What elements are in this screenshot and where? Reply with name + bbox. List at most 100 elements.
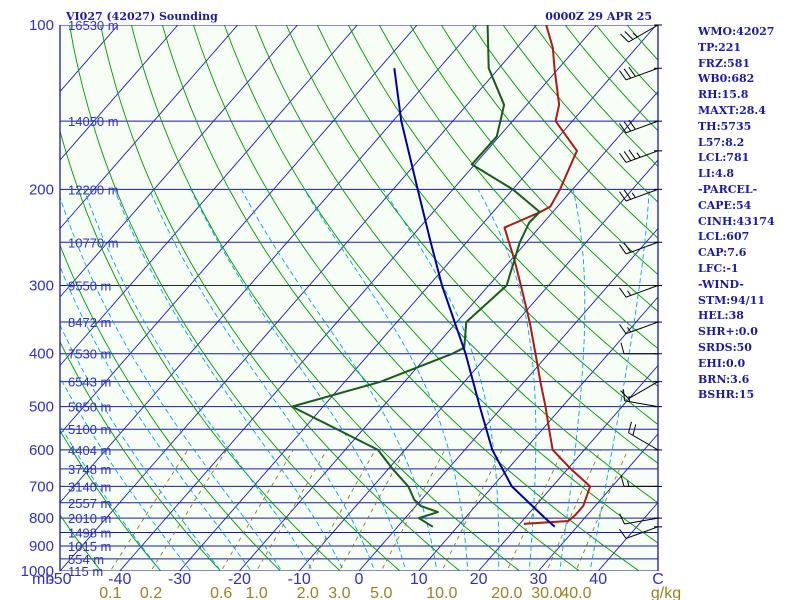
- mixing-ratio-line: [256, 449, 328, 571]
- pressure-tick-label: 100: [29, 17, 54, 34]
- height-label: 5100 m: [68, 422, 111, 437]
- isotherm-line: [298, 159, 658, 571]
- pressure-unit-label: mb: [32, 571, 54, 588]
- dry-adiabat-line: [161, 25, 581, 571]
- height-label: 3140 m: [68, 479, 111, 494]
- isotherm-line: [538, 433, 658, 571]
- stat-item: WMO:42027: [698, 25, 775, 38]
- temperature-profile: [503, 25, 592, 525]
- wind-barb: [619, 241, 662, 255]
- dry-adiabat-line: [378, 25, 658, 350]
- height-label: 5850 m: [68, 400, 111, 415]
- wind-barb: [619, 119, 662, 134]
- temperature-tick-label: -30: [168, 571, 191, 588]
- height-label: 2557 m: [68, 496, 111, 511]
- pressure-tick-label: 300: [29, 278, 54, 295]
- mixing-ratio-line: [150, 449, 227, 571]
- stat-item: LI:4.8: [698, 167, 735, 181]
- temperature-tick-label: -50: [48, 571, 71, 588]
- dry-adiabat-line: [440, 25, 658, 276]
- temperature-tick-label: 10: [410, 571, 428, 588]
- station-title: VI027 (42027) Sounding: [65, 10, 218, 23]
- stat-item: LCL:781: [698, 151, 750, 165]
- height-label: 2010 m: [68, 511, 111, 526]
- dry-adiabat-line: [100, 25, 461, 571]
- mixing-ratio-label: 0.2: [140, 585, 162, 600]
- moist-adiabat-line: [60, 376, 192, 571]
- stat-item: TH:5735: [698, 119, 752, 133]
- stat-item: SRDS:50: [698, 340, 752, 354]
- wind-barb: [620, 475, 662, 487]
- temperature-tick-label: 30: [530, 571, 548, 588]
- mixing-ratio-line: [441, 449, 503, 571]
- dry-adiabat-line: [0, 25, 50, 583]
- mixing-ratio-label: g/kg: [651, 585, 681, 600]
- isotherm-line: [358, 227, 658, 571]
- height-label: 14050 m: [68, 114, 119, 129]
- temperature-tick-label: -10: [288, 571, 311, 588]
- dry-adiabat-line: [60, 129, 341, 571]
- wind-barb: [619, 321, 662, 335]
- isotherm-line: [478, 364, 658, 571]
- moist-adiabat-line: [60, 265, 252, 571]
- pressure-tick-label: 600: [29, 442, 54, 459]
- wind-barb: [619, 149, 662, 163]
- dry-adiabat-line: [192, 25, 640, 571]
- stat-item: FRZ:581: [698, 56, 751, 70]
- mixing-ratio-line: [546, 449, 602, 571]
- isotherm-line: [60, 25, 478, 504]
- mixing-ratio-line: [506, 449, 564, 571]
- temperature-tick-label: 40: [589, 571, 607, 588]
- mixing-ratio-line: [109, 449, 189, 571]
- wind-barb: [619, 526, 662, 539]
- height-label: 9550 m: [68, 279, 111, 294]
- moist-adiabat-line: [83, 189, 314, 571]
- temperature-tick-label: -20: [228, 571, 251, 588]
- stat-item: EHI:0.0: [698, 356, 746, 370]
- stat-item: STM:94/11: [698, 293, 765, 307]
- height-label: 12200 m: [68, 182, 119, 197]
- height-label: 1498 m: [68, 526, 111, 541]
- dry-adiabat-line: [223, 25, 658, 544]
- moist-adiabat-line: [190, 189, 407, 571]
- stat-item: HEL:38: [698, 309, 744, 323]
- mixing-ratio-line: [338, 449, 406, 571]
- dry-adiabat-line: [347, 25, 658, 387]
- moist-adiabat-line: [589, 189, 650, 571]
- height-label: 1015 m: [68, 539, 111, 554]
- height-label: 10770 m: [68, 235, 119, 250]
- height-label: 7530 m: [68, 347, 111, 362]
- wind-barb: [628, 421, 662, 451]
- pressure-tick-label: 700: [29, 478, 54, 495]
- isotherm-line: [60, 25, 179, 161]
- pressure-tick-label: 900: [29, 538, 54, 555]
- moist-adiabat-line: [60, 195, 283, 571]
- mixing-ratio-line: [575, 449, 629, 571]
- stat-item: CAP:7.6: [698, 246, 747, 260]
- height-label: 6543 m: [68, 375, 111, 390]
- sounding-profiles: [291, 25, 592, 528]
- plot-background: [60, 25, 658, 571]
- isotherm-line: [179, 25, 657, 571]
- wind-barb: [620, 342, 662, 355]
- temperature-tick-label: 0: [355, 571, 364, 588]
- stat-item: SHR+:0.0: [698, 325, 758, 339]
- temperature-tick-label: 20: [470, 571, 488, 588]
- stat-item: L57:8.2: [698, 135, 745, 149]
- mixing-ratio-label: 30.0: [531, 585, 562, 600]
- wind-barb: [622, 389, 662, 408]
- pressure-tick-label: 500: [29, 399, 54, 416]
- wind-barbs: [619, 24, 662, 539]
- mixing-ratio-label: 10.0: [426, 585, 457, 600]
- mixing-ratio-label: 2.0: [297, 585, 319, 600]
- dry-adiabat-line: [69, 25, 401, 571]
- isotherm-line: [239, 90, 658, 571]
- moist-adiabat-line: [148, 189, 376, 571]
- moist-adiabat-line: [559, 189, 586, 571]
- stat-item: BRN:3.6: [698, 372, 750, 386]
- isotherm-line: [60, 25, 238, 230]
- stat-item: BSHR:15: [698, 388, 755, 402]
- mixing-ratio-label: 0.1: [99, 585, 121, 600]
- parcel-profile: [393, 68, 556, 528]
